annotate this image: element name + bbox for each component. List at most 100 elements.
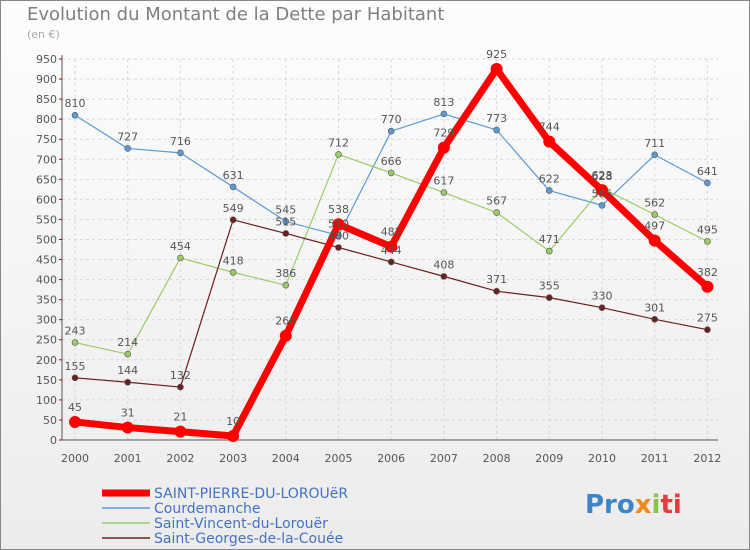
legend-label: Courdemanche [154,501,261,517]
data-label: 666 [381,155,402,168]
data-label: 716 [170,135,191,148]
data-point [124,350,131,358]
data-label: 260 [275,315,296,328]
logo-part: i [651,490,661,520]
y-tick-label: 650 [36,173,57,186]
data-label: 45 [68,401,82,414]
data-label: 10 [226,415,240,428]
y-tick-label: 50 [43,414,57,427]
data-label: 21 [173,411,187,424]
data-point [385,240,398,253]
y-tick-label: 300 [36,314,57,327]
data-label: 155 [65,360,86,373]
data-label: 727 [117,130,138,143]
data-label: 482 [381,226,402,239]
data-point [704,179,711,187]
data-label: 355 [539,280,560,293]
data-label: 408 [433,258,454,271]
data-label: 622 [539,173,560,186]
data-point [704,238,711,245]
data-label: 631 [223,169,244,182]
data-label: 641 [697,165,718,178]
data-point [177,383,184,391]
data-label: 585 [592,187,613,200]
data-point [490,63,503,76]
data-point [704,326,711,334]
data-label: 495 [697,223,718,236]
y-tick-label: 250 [36,334,57,347]
data-labels: 810 727 716 631 545 510 770 813 773 622 585 711 641 2… [65,48,718,428]
x-tick-label: 2004 [272,452,300,465]
data-point [440,273,448,280]
x-tick-label: 2005 [325,452,353,465]
y-tick-label: 400 [36,274,57,287]
data-point [335,244,342,251]
x-tick-label: 2011 [641,452,669,465]
data-label: 132 [170,369,191,382]
data-label: 810 [65,97,86,110]
x-tick-label: 2007 [430,452,458,465]
y-tick-label: 700 [36,153,57,166]
data-point [545,294,553,301]
data-label: 243 [65,325,86,338]
data-point [282,218,290,225]
chart-title: Evolution du Montant de la Dette par Hab… [27,4,445,25]
data-label: 515 [275,215,296,228]
data-label: 31 [121,407,135,420]
data-label: 628 [592,170,613,183]
data-label: 773 [486,112,507,125]
x-tick-label: 2002 [166,452,194,465]
data-point [648,234,661,247]
data-label: 744 [539,121,560,134]
data-point [177,149,184,157]
y-tick-label: 550 [36,213,57,226]
data-point [440,189,448,196]
data-point [545,247,553,255]
data-label: 497 [644,220,665,233]
data-point [282,230,290,237]
y-tick-label: 350 [36,294,57,307]
data-label: 549 [223,202,244,215]
data-label: 454 [170,240,191,253]
x-tick-label: 2008 [483,452,511,465]
legend-label: Saint-Vincent-du-Lorouër [154,516,328,532]
data-point [121,421,134,434]
y-tick-label: 850 [36,93,57,106]
y-tick-label: 750 [36,133,57,146]
data-label: 925 [486,48,507,61]
data-point [387,258,395,266]
data-point [596,184,608,197]
chart-unit: (en €) [27,28,60,41]
data-label: 480 [328,229,349,242]
data-label: 770 [381,113,402,126]
data-label: 617 [433,175,454,188]
data-point [174,425,187,438]
data-point [493,287,500,295]
data-point [332,218,345,231]
data-point [545,187,553,194]
y-tick-label: 100 [36,394,57,407]
grid [62,58,718,441]
data-point [229,216,237,224]
y-tick-label: 500 [36,233,57,246]
x-tick-label: 2003 [219,452,247,465]
data-label: 371 [486,273,507,286]
y-tick-label: 150 [36,374,57,387]
data-point [493,126,500,134]
data-label: 538 [328,203,349,216]
data-label: 545 [275,203,296,216]
data-label: 510 [328,217,349,230]
data-point [651,151,659,159]
data-label: 386 [275,267,296,280]
data-point [543,135,556,148]
logo-part: x [634,490,652,520]
data-point [71,374,79,382]
data-label: 729 [433,127,454,140]
data-point [437,141,450,154]
logo-part: Pro [585,490,635,520]
y-tick-label: 200 [36,354,57,367]
data-point [387,169,395,177]
data-point [69,415,81,428]
data-label: 444 [381,244,402,257]
data-point [71,111,79,119]
